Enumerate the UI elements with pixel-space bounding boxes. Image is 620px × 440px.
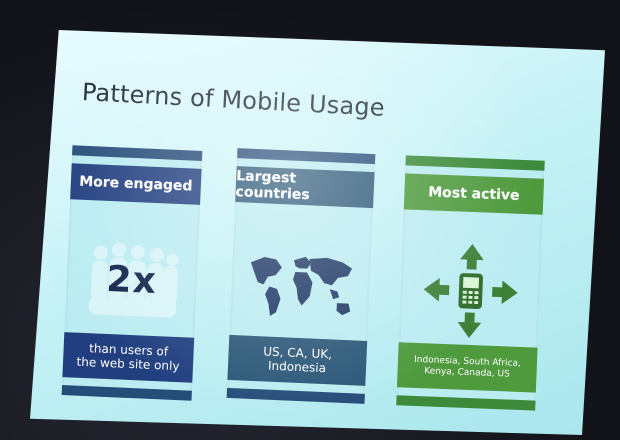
slide-title: Patterns of Mobile Usage xyxy=(81,78,386,122)
panel-body xyxy=(398,225,542,355)
panel-footer-line: Indonesia xyxy=(267,358,327,375)
panel-header: Largest countries xyxy=(235,166,375,209)
panel-top-stripe xyxy=(405,155,545,171)
panel-more-engaged: More engaged xyxy=(61,145,203,401)
panel-top-stripe xyxy=(237,148,376,165)
panel-header: More engaged xyxy=(70,163,202,205)
panel-body: 2x xyxy=(64,215,199,346)
projected-slide: Patterns of Mobile Usage More engaged xyxy=(30,30,605,435)
panel-bottom-stripe xyxy=(226,387,365,404)
world-map-icon xyxy=(250,256,353,316)
panel-footer: than users of the web site only xyxy=(62,332,195,383)
panel-header: Most active xyxy=(403,173,545,215)
panel-largest-countries: Largest countries US, CA, U xyxy=(226,148,376,404)
panel-bottom-stripe xyxy=(396,395,536,411)
people-silhouette-icon xyxy=(88,242,179,318)
panel-body xyxy=(229,218,372,349)
panel-top-stripe xyxy=(72,145,203,161)
panel-footer-line: the web site only xyxy=(76,354,180,373)
mobile-phone-arrows-icon xyxy=(423,243,518,338)
panel-footer: Indonesia, South Africa, Kenya, Canada, … xyxy=(396,342,538,393)
panel-most-active: Most active xyxy=(396,155,545,411)
panel-footer: US, CA, UK, Indonesia xyxy=(227,334,368,386)
engagement-multiplier: 2x xyxy=(105,258,158,303)
panel-bottom-stripe xyxy=(61,385,192,401)
